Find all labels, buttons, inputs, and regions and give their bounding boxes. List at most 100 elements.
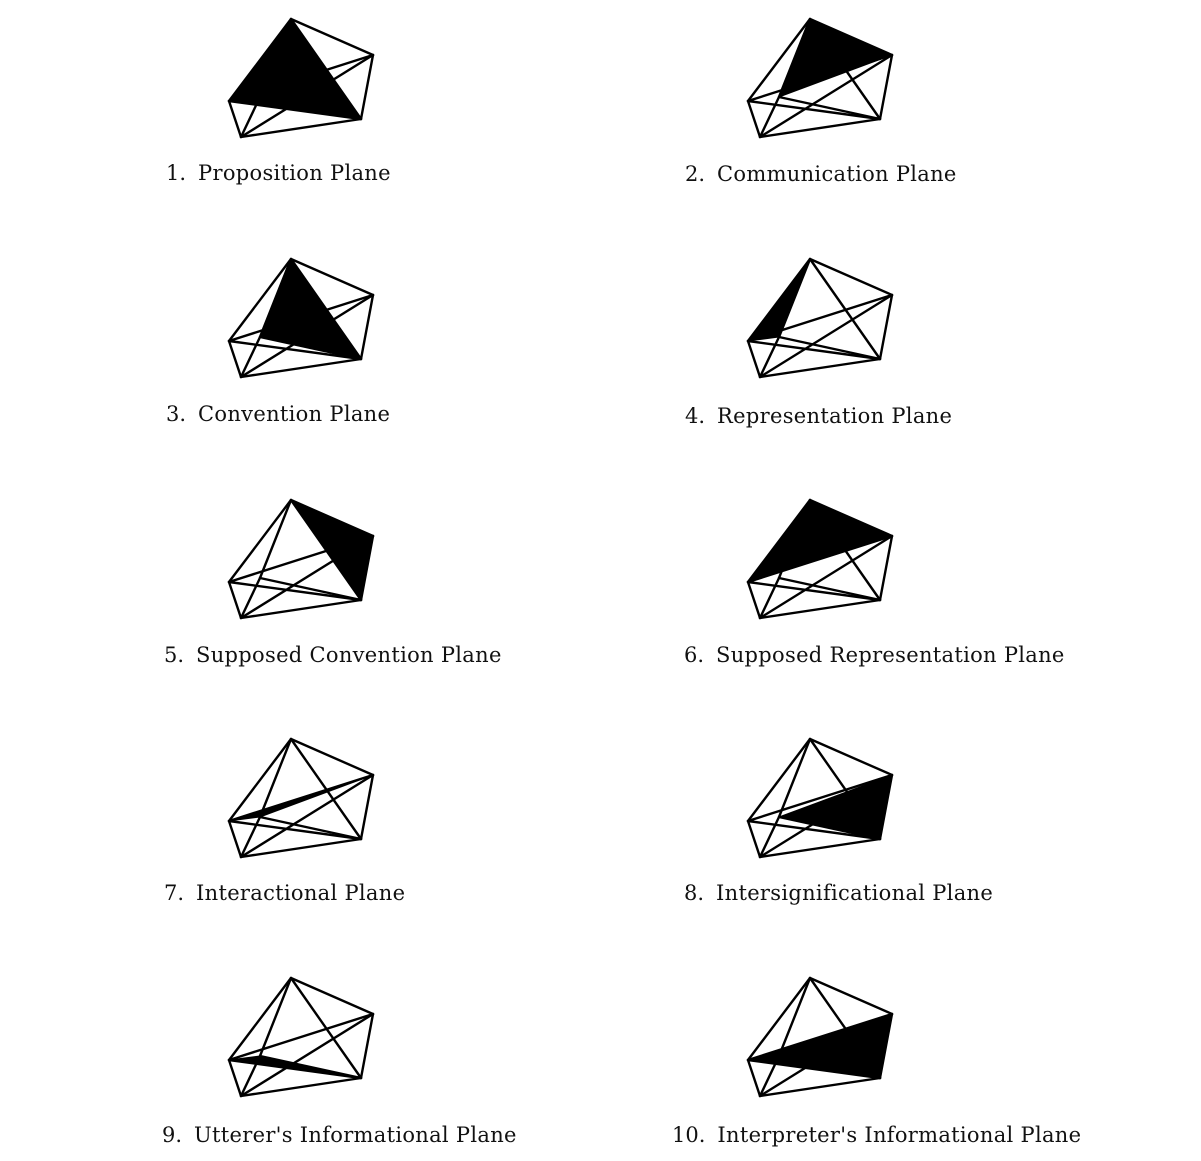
polyhedron-edge — [239, 1076, 363, 1098]
polyhedron-edge — [227, 773, 375, 823]
polyhedron-edge — [289, 976, 375, 1016]
caption-label: Representation Plane — [717, 404, 953, 428]
polyhedron-edge — [758, 53, 894, 139]
polyhedron-edge — [878, 53, 894, 121]
polyhedron-edge — [758, 815, 781, 859]
caption-plane-2: 2. Communication Plane — [685, 164, 957, 185]
polyhedron-edge — [746, 99, 762, 139]
polyhedron-edge — [777, 335, 882, 361]
polyhedron-edge — [359, 773, 375, 841]
polyhedron-figure-3 — [227, 257, 375, 379]
polyhedron-edge — [746, 99, 882, 121]
polyhedron-edge — [239, 1054, 262, 1098]
caption-label: Proposition Plane — [198, 161, 391, 185]
polyhedron-edge — [289, 737, 375, 777]
polyhedron-edge — [239, 815, 262, 859]
polyhedron-edge — [258, 976, 293, 1058]
polyhedron-edge — [758, 335, 781, 379]
polyhedron-edge — [777, 498, 812, 580]
polyhedron-edge — [746, 773, 894, 823]
caption-number: 5. — [164, 643, 185, 667]
polyhedron-edge — [746, 293, 894, 343]
caption-plane-6: 6. Supposed Representation Plane — [684, 645, 1065, 666]
polyhedron-edge — [758, 598, 882, 620]
caption-number: 3. — [166, 402, 187, 426]
polyhedron-edge — [227, 1058, 243, 1098]
caption-plane-8: 8. Intersignificational Plane — [684, 883, 993, 904]
caption-plane-1: 1. Proposition Plane — [166, 163, 391, 184]
polyhedron-edge — [239, 357, 363, 379]
polyhedron-edge — [746, 339, 762, 379]
caption-label: Interactional Plane — [196, 881, 406, 905]
polyhedron-edge — [258, 815, 363, 841]
polyhedron-edge — [777, 257, 812, 339]
polyhedron-edge — [777, 1054, 882, 1080]
polyhedron-edge — [227, 99, 243, 139]
polyhedron-edge — [239, 576, 262, 620]
caption-label: Interpreter's Informational Plane — [717, 1123, 1082, 1147]
polyhedron-edge — [359, 293, 375, 361]
polyhedron-figure-5 — [227, 498, 375, 620]
caption-number: 7. — [164, 881, 185, 905]
polyhedron-edge — [758, 576, 781, 620]
caption-plane-9: 9. Utterer's Informational Plane — [162, 1125, 517, 1146]
caption-number: 10. — [672, 1123, 706, 1147]
polyhedron-edge — [878, 1012, 894, 1080]
polyhedron-edge — [239, 837, 363, 859]
polyhedron-edge — [758, 837, 882, 859]
polyhedron-edge — [359, 534, 375, 602]
polyhedron-edge — [777, 17, 812, 99]
polyhedron-figure-4 — [746, 257, 894, 379]
polyhedron-edge — [227, 257, 293, 343]
polyhedron-edge — [289, 498, 375, 538]
polyhedron-figure-8 — [746, 737, 894, 859]
polyhedron-edge — [227, 1012, 375, 1062]
polyhedron-edge — [746, 1012, 894, 1062]
caption-number: 9. — [162, 1123, 183, 1147]
caption-number: 6. — [684, 643, 705, 667]
polyhedron-edge — [777, 576, 882, 602]
polyhedron-edge — [758, 534, 894, 620]
polyhedron-edge — [808, 257, 894, 297]
polyhedron-edge — [746, 53, 894, 103]
polyhedron-edge — [239, 293, 375, 379]
polyhedron-edge — [746, 580, 882, 602]
polyhedron-edge — [227, 99, 363, 121]
caption-label: Supposed Convention Plane — [196, 643, 502, 667]
polyhedron-edge — [359, 1012, 375, 1080]
polyhedron-edge — [808, 976, 894, 1016]
caption-plane-10: 10. Interpreter's Informational Plane — [672, 1125, 1081, 1146]
polyhedron-edge — [746, 976, 812, 1062]
polyhedron-edge — [239, 1012, 375, 1098]
polyhedron-edge — [258, 576, 363, 602]
polyhedron-edge — [746, 580, 762, 620]
polyhedron-edge — [227, 737, 293, 823]
polyhedron-edge — [808, 17, 894, 57]
polyhedron-edge — [777, 95, 882, 121]
polyhedron-edge — [878, 534, 894, 602]
polyhedron-figure-1 — [227, 17, 375, 139]
polyhedron-edge — [808, 498, 894, 538]
polyhedron-edge — [746, 257, 812, 343]
polyhedron-edge — [746, 1058, 762, 1098]
polyhedron-figure-6 — [746, 498, 894, 620]
polyhedron-edge — [227, 53, 375, 103]
polyhedron-edge — [758, 773, 894, 859]
polyhedron-figure-2 — [746, 17, 894, 139]
caption-label: Communication Plane — [717, 162, 957, 186]
polyhedron-edge — [258, 95, 363, 121]
polyhedron-edge — [227, 580, 243, 620]
polyhedron-edge — [758, 95, 781, 139]
polyhedron-edge — [878, 293, 894, 361]
polyhedron-edge — [227, 1058, 363, 1080]
caption-number: 8. — [684, 881, 705, 905]
shaded-plane-face — [259, 258, 362, 360]
polyhedron-edge — [289, 257, 375, 297]
polyhedron-edge — [239, 95, 262, 139]
polyhedron-edge — [289, 17, 375, 57]
polyhedron-edge — [227, 534, 375, 584]
polyhedron-edge — [258, 257, 293, 339]
polyhedron-edge — [227, 498, 293, 584]
polyhedron-edge — [227, 339, 363, 361]
